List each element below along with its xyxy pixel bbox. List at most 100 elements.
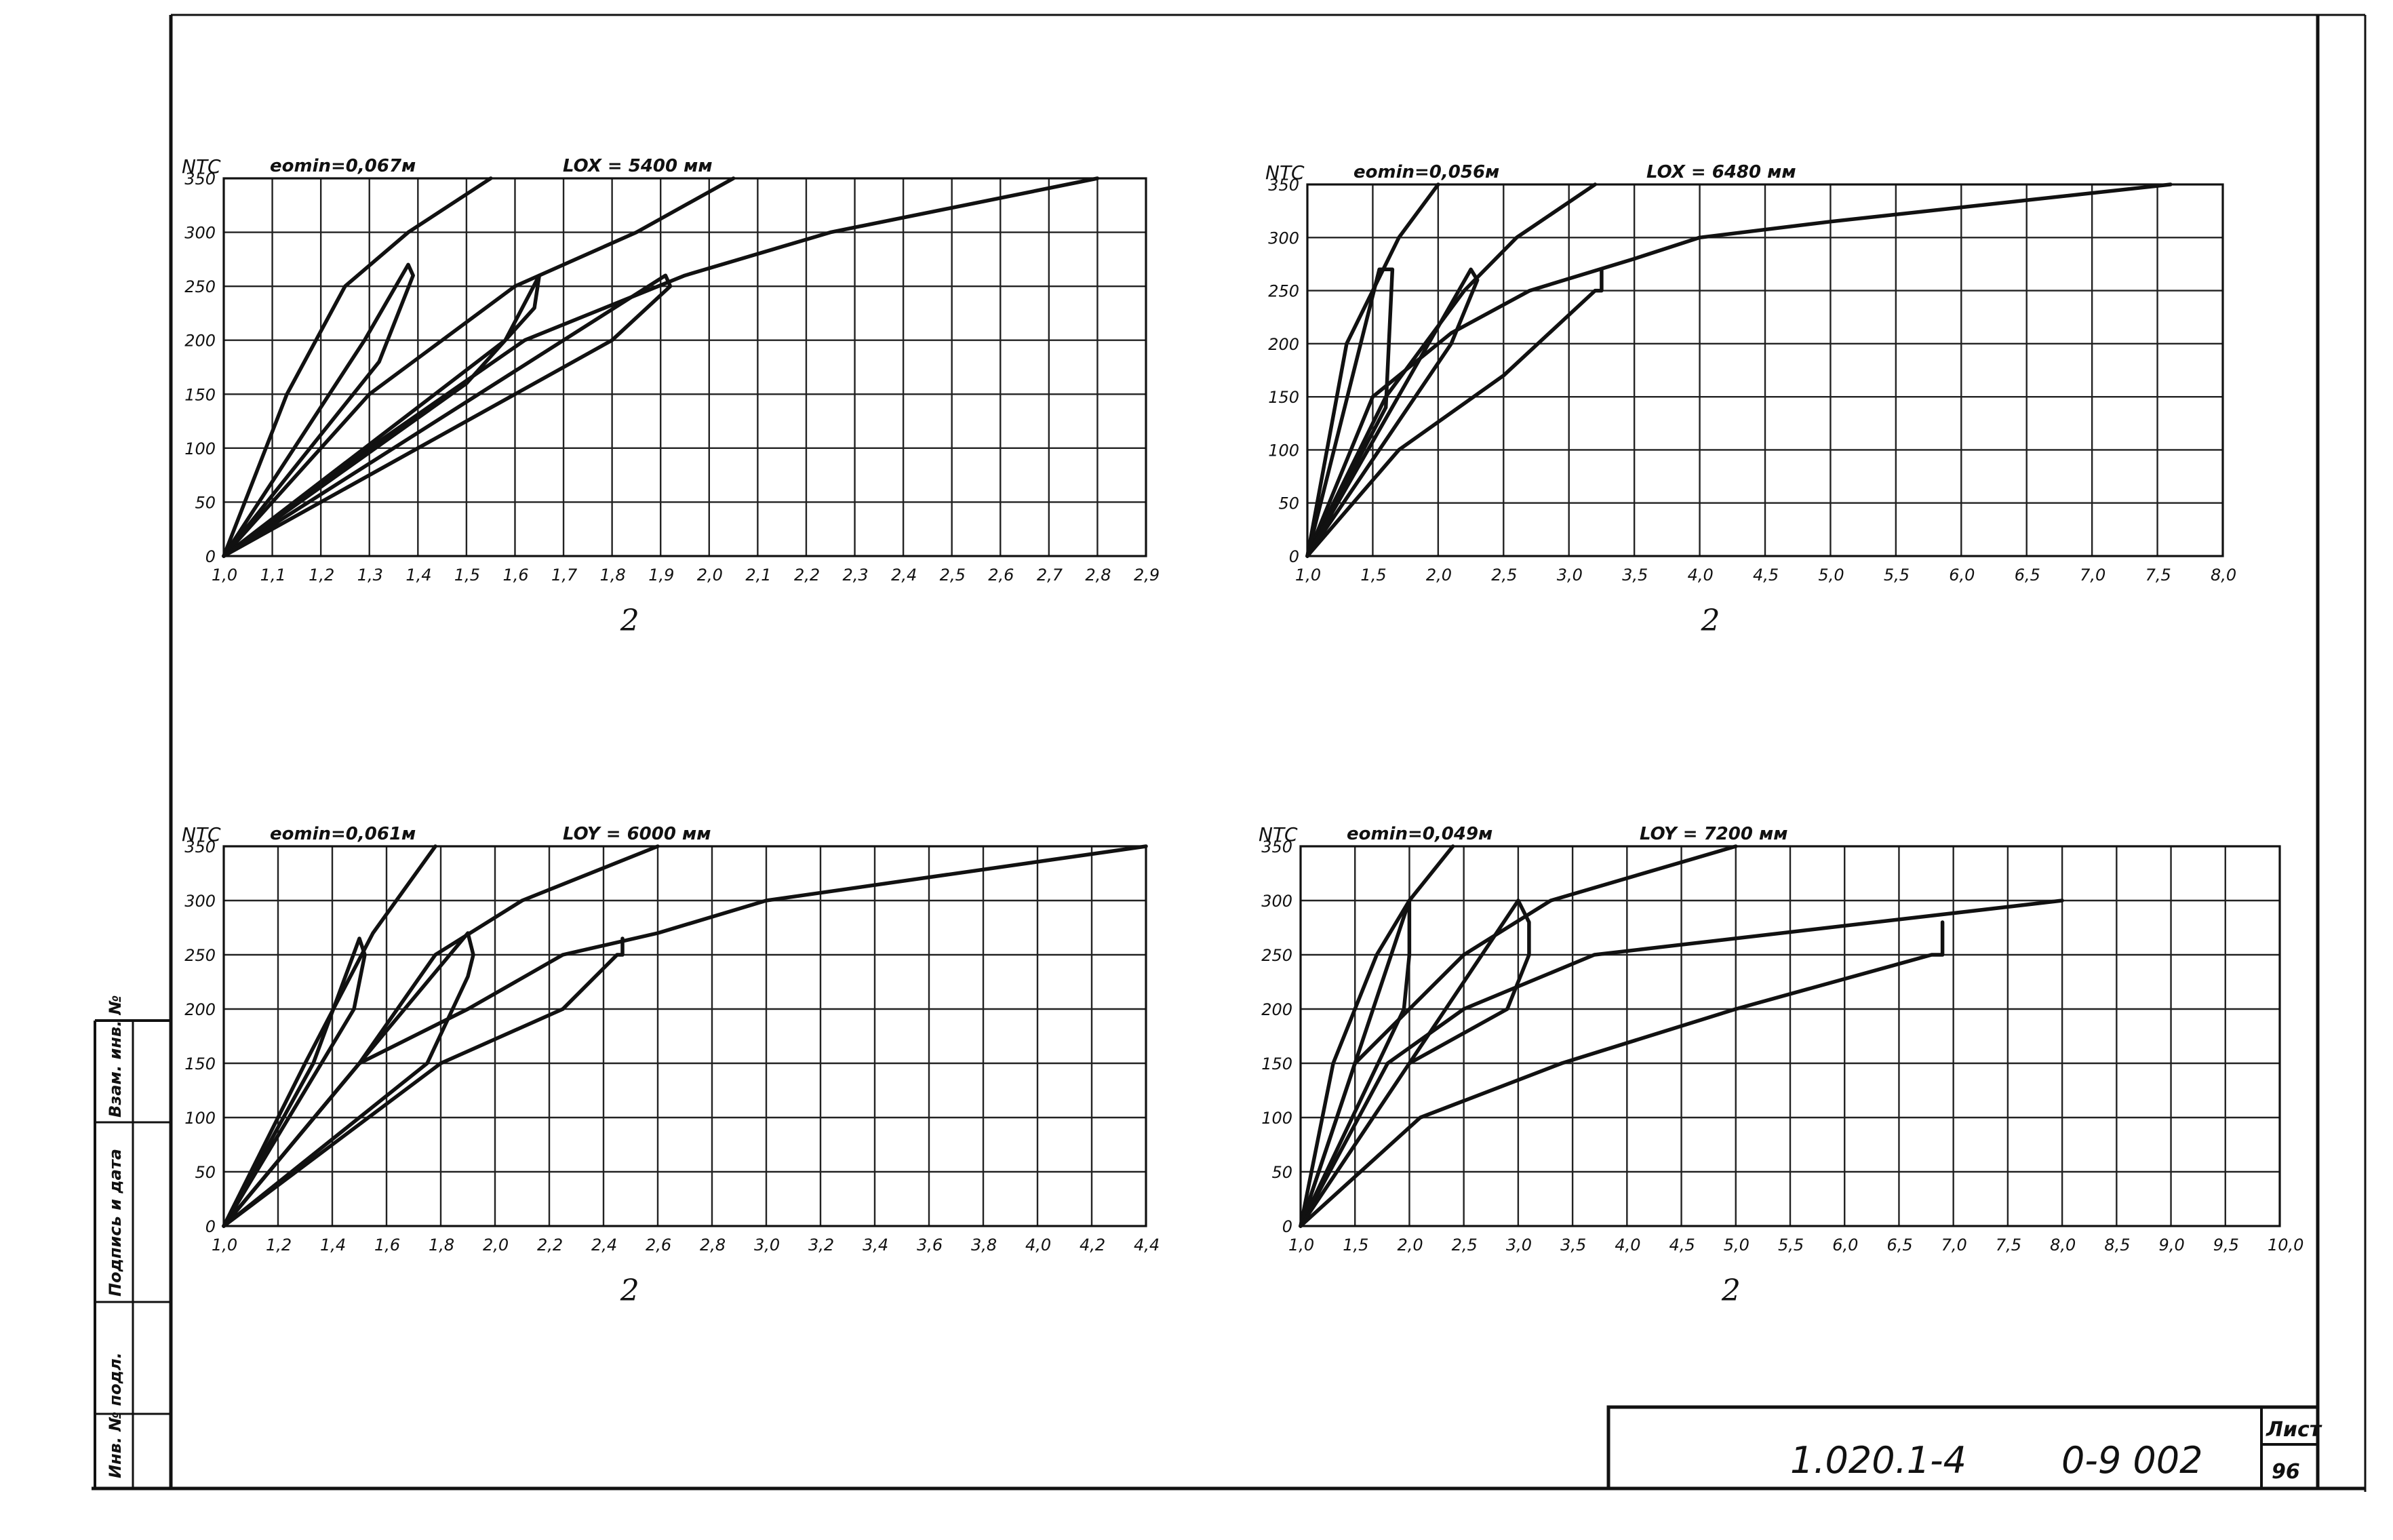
y-tick-label: 50	[195, 1163, 216, 1182]
x-tick-label: 2,9	[1134, 566, 1160, 585]
document-series: 0-9 002	[2061, 1439, 2202, 1482]
x-tick-label: 3,0	[1506, 1236, 1532, 1255]
x-axis-label: 2	[1701, 604, 1720, 638]
series-line-3	[1305, 182, 2173, 558]
x-tick-label: 1,8	[429, 1236, 454, 1255]
x-tick-label: 1,4	[406, 566, 431, 585]
x-tick-label: 4,5	[1669, 1236, 1695, 1255]
x-tick-label: 7,5	[1996, 1236, 2021, 1255]
y-tick-label: 200	[1261, 1000, 1292, 1019]
length-label: LOX = 6480 мм	[1646, 162, 1796, 182]
y-tick-label: 150	[1268, 388, 1299, 407]
x-tick-label: 3,5	[1622, 566, 1648, 585]
x-tick-label: 1,0	[1288, 1236, 1314, 1255]
x-tick-label: 3,6	[917, 1236, 943, 1255]
x-tick-label: 5,5	[1778, 1236, 1804, 1255]
x-tick-label: 9,0	[2159, 1236, 2185, 1255]
x-tick-label: 6,5	[2015, 566, 2040, 585]
y-tick-label: 350	[1261, 837, 1292, 856]
y-tick-label: 100	[184, 439, 216, 458]
x-tick-label: 2,3	[843, 566, 869, 585]
x-tick-label: 1,1	[260, 566, 286, 585]
x-tick-label: 1,2	[309, 566, 334, 585]
y-tick-label: 200	[184, 332, 216, 351]
x-axis-label: 2	[620, 1274, 639, 1308]
y-tick-label: 50	[1278, 494, 1299, 513]
x-tick-label: 7,0	[2080, 566, 2105, 585]
y-axis-label: NTC	[182, 155, 221, 178]
x-tick-label: 4,2	[1080, 1236, 1105, 1255]
y-tick-label: 250	[184, 946, 216, 965]
eccentricity-label: eomin=0,056м	[1353, 162, 1499, 182]
x-tick-label: 2,0	[1426, 566, 1452, 585]
x-tick-label: 8,0	[2211, 566, 2236, 585]
y-tick-label: 200	[1268, 335, 1299, 354]
x-tick-label: 4,4	[1134, 1236, 1160, 1255]
series-line-4	[222, 936, 367, 1228]
series-line-4	[222, 262, 415, 558]
plot-area	[1306, 183, 2224, 557]
x-tick-label: 7,5	[2145, 566, 2171, 585]
x-tick-label: 10,0	[2268, 1236, 2303, 1255]
x-tick-label: 2,7	[1037, 566, 1063, 585]
x-tick-label: 1,7	[551, 566, 578, 585]
x-tick-label: 3,5	[1560, 1236, 1586, 1255]
x-tick-label: 4,5	[1753, 566, 1779, 585]
x-tick-label: 1,0	[212, 566, 237, 585]
grid	[1306, 183, 2224, 557]
series-line-3	[1299, 899, 2064, 1228]
x-tick-label: 3,4	[863, 1236, 888, 1255]
y-tick-label: 300	[1261, 892, 1292, 911]
x-tick-label: 1,2	[266, 1236, 292, 1255]
y-tick-label: 50	[1271, 1163, 1292, 1182]
y-tick-label: 350	[1268, 176, 1299, 195]
title-block-box	[1606, 1405, 2320, 1490]
eccentricity-label: eomin=0,067м	[270, 156, 416, 176]
plot-area	[222, 177, 1147, 557]
chart-top-right: 1,0 1,5 2,0 2,5 3,0 3,5 4,0 4,5 5,0 5,5 6,0 6,5 7,0 7…	[1265, 161, 2236, 638]
x-tick-label: 2,0	[483, 1236, 509, 1255]
series-line-4	[1305, 267, 1395, 558]
x-tick-label: 2,0	[1397, 1236, 1423, 1255]
x-tick-label: 2,4	[891, 566, 917, 585]
series-line-1	[222, 176, 493, 558]
eccentricity-label: eomin=0,061м	[270, 824, 416, 844]
y-tick-label: 150	[184, 385, 216, 404]
series-line-6	[222, 273, 673, 558]
x-tick-label: 1,5	[1360, 566, 1386, 585]
length-label: LOX = 5400 мм	[563, 156, 713, 176]
x-tick-label: 3,0	[754, 1236, 780, 1255]
y-tick-label: 250	[1268, 282, 1299, 301]
y-tick-label: 0	[205, 1217, 216, 1236]
x-tick-label: 2,2	[537, 1236, 563, 1255]
y-tick-label: 200	[184, 1000, 216, 1019]
grid	[222, 177, 1147, 557]
x-tick-label: 1,0	[1295, 566, 1321, 585]
y-axis-label: NTC	[1265, 161, 1305, 184]
series-line-6	[1299, 920, 1945, 1228]
y-tick-label: 250	[1261, 946, 1292, 965]
x-tick-label: 3,2	[808, 1236, 834, 1255]
series-line-5	[222, 273, 542, 558]
chart-top-left: 1,0 1,1 1,2 1,3 1,4 1,5 1,6 1,7 1,8 1,9 2,0 2,1 2,2 2…	[182, 155, 1160, 638]
series-line-3	[222, 176, 1100, 558]
y-tick-label: 50	[195, 493, 216, 512]
series-line-4	[1299, 899, 1412, 1228]
x-tick-label: 4,0	[1615, 1236, 1640, 1255]
x-axis-label: 2	[620, 604, 639, 638]
x-tick-label: 3,8	[971, 1236, 997, 1255]
x-tick-label: 1,0	[212, 1236, 237, 1255]
plot-area	[222, 845, 1147, 1227]
x-tick-label: 9,5	[2213, 1236, 2239, 1255]
x-tick-label: 1,9	[648, 566, 674, 585]
x-tick-label: 8,0	[2050, 1236, 2076, 1255]
x-tick-label: 2,1	[745, 566, 771, 585]
grid	[1299, 845, 2281, 1227]
x-axis-label: 2	[1721, 1274, 1741, 1308]
plot-area	[1299, 845, 2281, 1227]
x-tick-label: 1,4	[320, 1236, 346, 1255]
x-tick-label: 2,5	[1452, 1236, 1478, 1255]
side-label-replace: Взам. инв. №	[106, 995, 125, 1118]
series-line-1	[1299, 844, 1455, 1228]
